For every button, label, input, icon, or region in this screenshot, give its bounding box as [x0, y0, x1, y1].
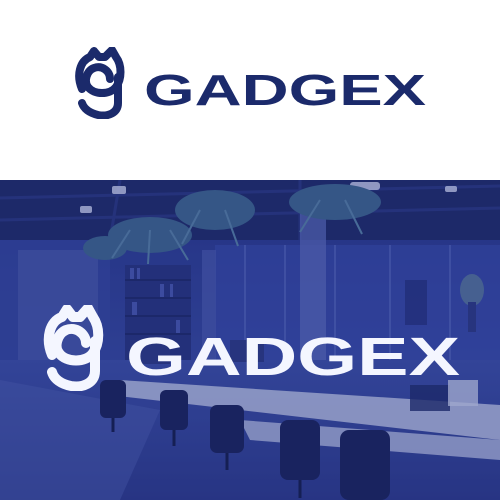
gadgex-logo-white-svg: GADGEX: [43, 305, 460, 391]
office-chairs: [100, 380, 390, 500]
pillar: [202, 250, 216, 380]
brand-wordmark: GADGEX: [144, 66, 426, 115]
logo-on-white-panel: GADGEX: [0, 0, 500, 180]
chair-bases: [111, 418, 302, 498]
plant-leaves: [111, 199, 363, 265]
gadgex-logo-navy-svg: GADGEX: [75, 47, 426, 119]
potted-plant: [460, 274, 484, 332]
gadgex-logo-white: GADGEX: [40, 305, 464, 391]
g-monogram-white-icon: [43, 305, 104, 391]
g-monogram-icon: [75, 47, 125, 119]
gadgex-logo-navy: GADGEX: [72, 47, 428, 119]
office-photo-panel: GADGEX: [0, 180, 500, 500]
brand-wordmark-white: GADGEX: [126, 327, 460, 387]
